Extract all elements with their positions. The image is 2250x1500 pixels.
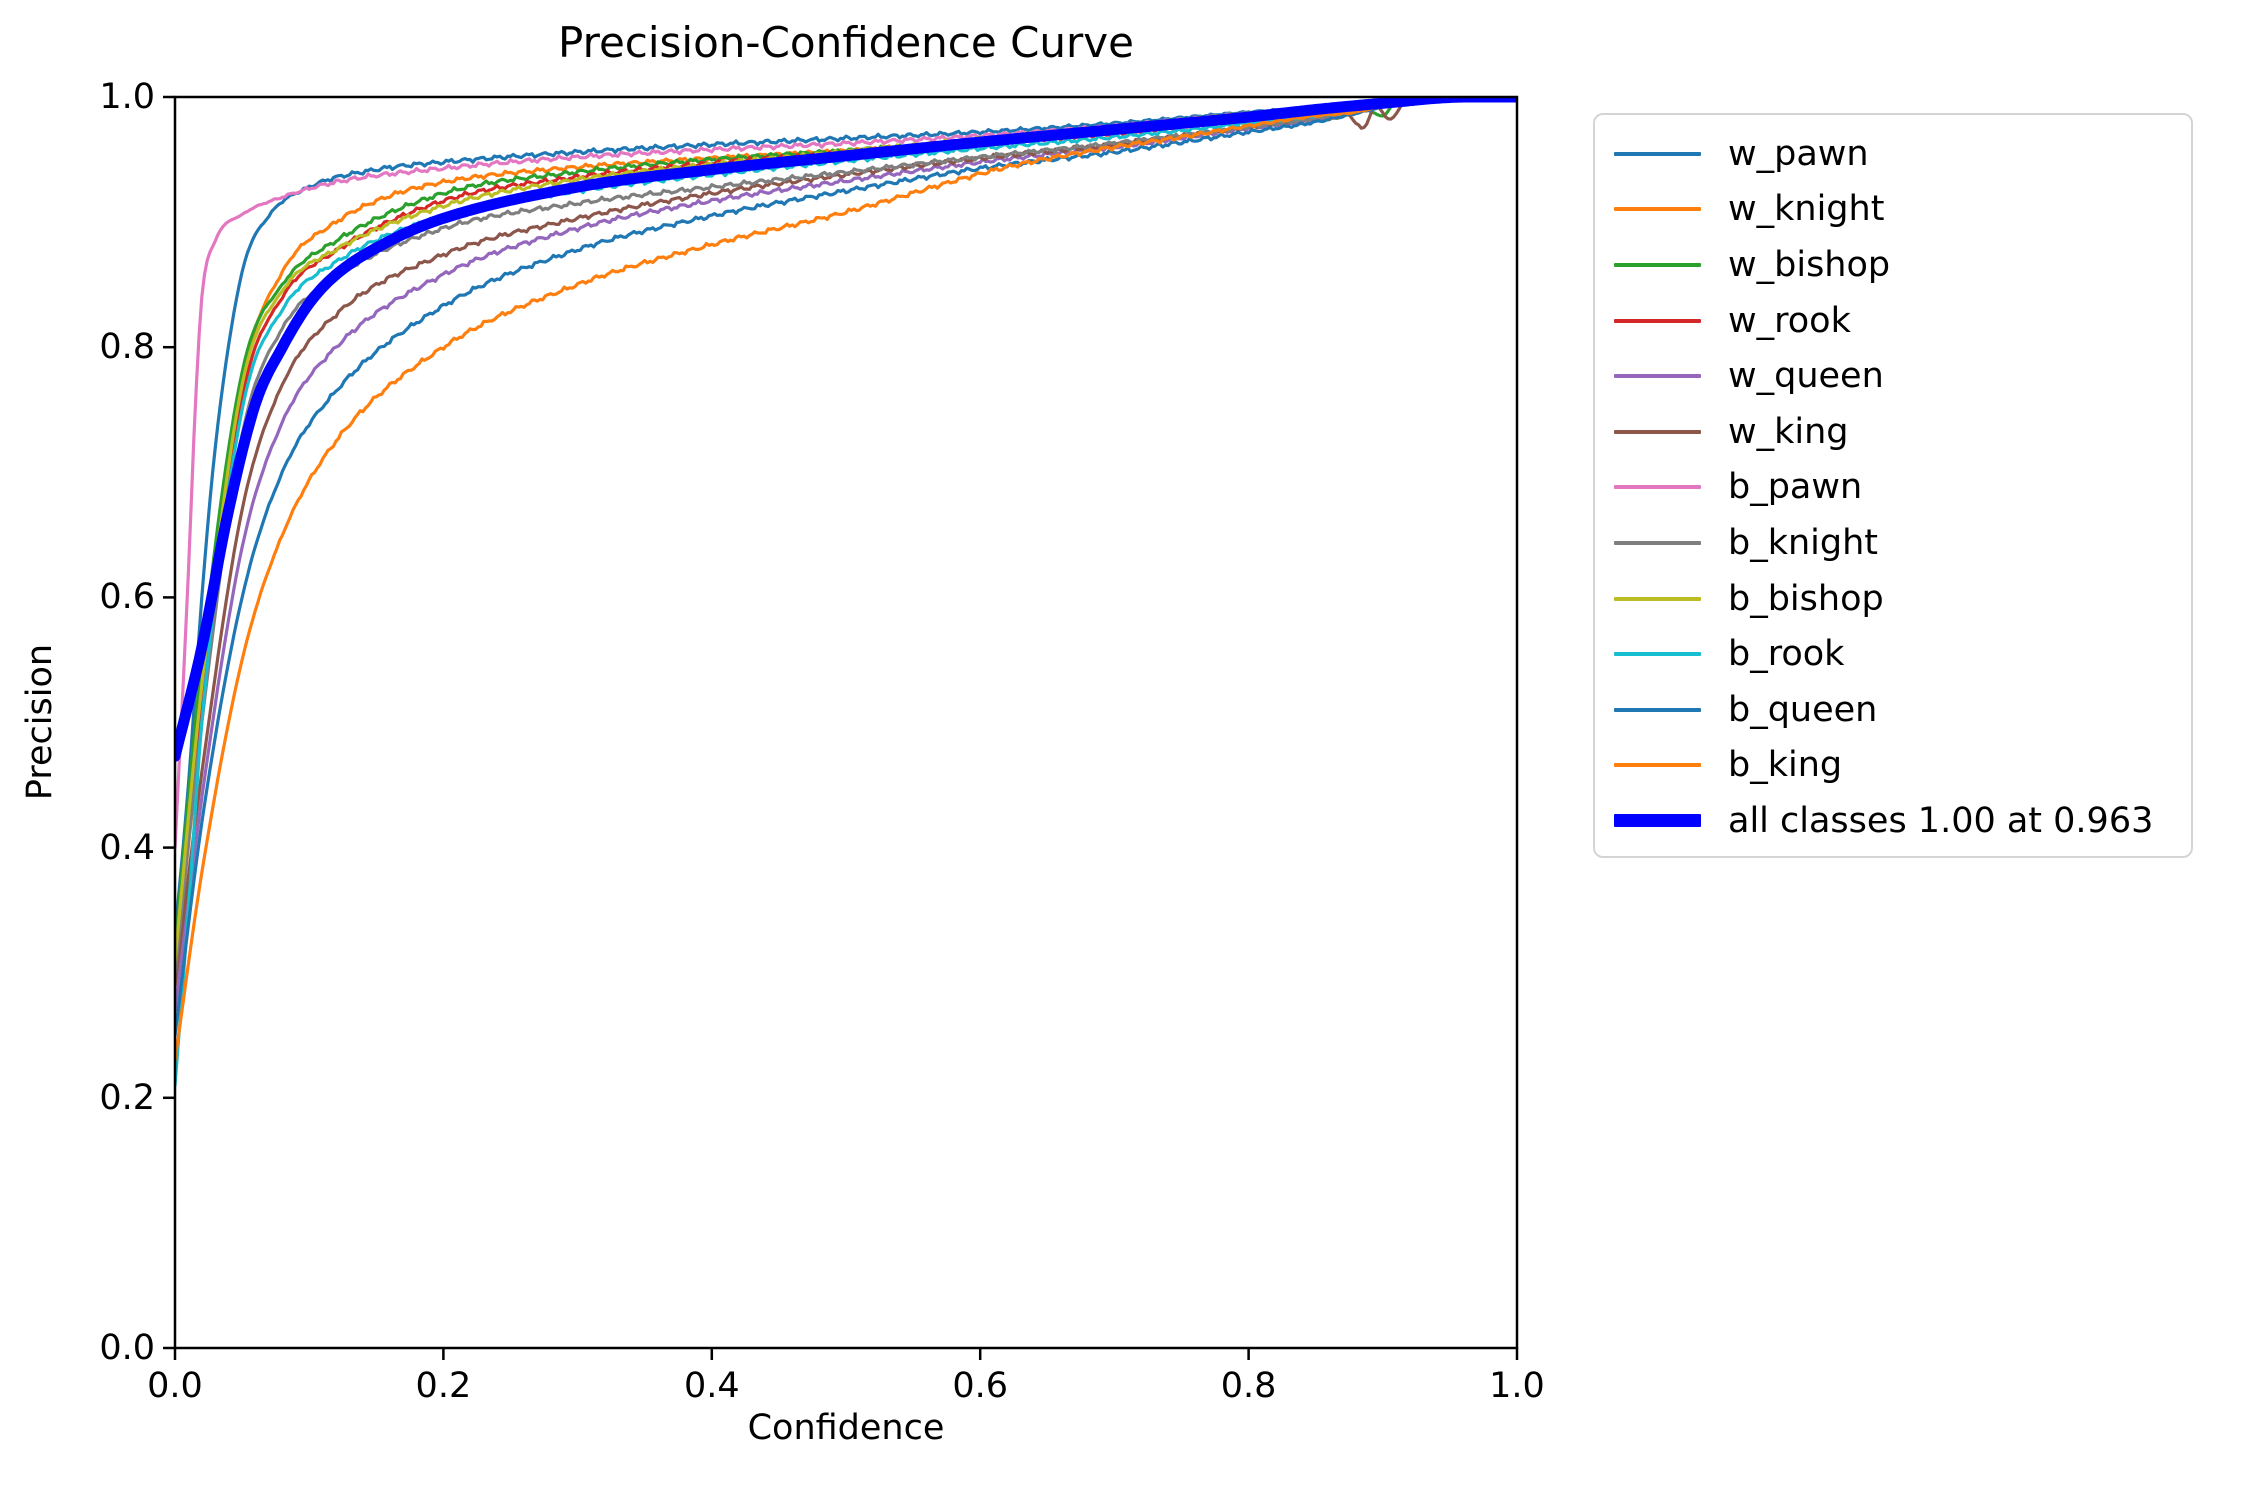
curve-b-pawn — [175, 97, 1517, 850]
legend-item-b-queen: b_queen — [1595, 682, 2191, 738]
axes-spines — [173, 95, 1519, 1350]
x-tick-label: 0.0 — [147, 1366, 203, 1406]
legend-label: w_pawn — [1728, 133, 1869, 174]
legend-label: w_king — [1728, 411, 1849, 452]
legend-line-swatch — [1614, 151, 1701, 156]
legend-item-w-pawn: w_pawn — [1595, 126, 2191, 182]
legend-item-b-knight: b_knight — [1595, 515, 2191, 571]
curve-b-queen — [175, 97, 1517, 1037]
legend-line-swatch — [1614, 596, 1701, 601]
curve-w-queen — [175, 97, 1517, 1012]
curve-all-classes-1-00-at-0-963 — [175, 97, 1517, 762]
curve-w-pawn — [175, 97, 1517, 937]
y-tick-label: 0.0 — [99, 1328, 155, 1368]
legend-label: w_bishop — [1728, 244, 1891, 285]
legend-item-all-classes-1-00-at-0-963: all classes 1.00 at 0.963 — [1595, 793, 2191, 849]
legend-label: b_pawn — [1728, 467, 1863, 508]
legend-item-b-rook: b_rook — [1595, 626, 2191, 682]
legend-line-swatch — [1614, 262, 1701, 267]
legend-line-swatch — [1614, 540, 1701, 545]
curve-b-knight — [175, 97, 1517, 975]
legend-item-w-rook: w_rook — [1595, 293, 2191, 349]
curve-b-bishop — [175, 97, 1517, 962]
x-tick-label: 0.6 — [952, 1366, 1009, 1406]
legend-item-w-king: w_king — [1595, 404, 2191, 460]
legend-line-swatch — [1614, 763, 1701, 768]
legend-line-swatch — [1614, 707, 1701, 712]
legend-item-w-queen: w_queen — [1595, 348, 2191, 404]
legend-label: all classes 1.00 at 0.963 — [1728, 800, 2154, 841]
legend-label: w_queen — [1728, 356, 1884, 397]
legend-item-w-bishop: w_bishop — [1595, 237, 2191, 293]
legend-label: b_rook — [1728, 634, 1845, 675]
curve-b-king — [175, 97, 1517, 1062]
y-tick-label: 0.4 — [99, 827, 155, 868]
y-tick-label: 0.8 — [99, 327, 155, 368]
x-axis-label: Confidence — [747, 1408, 945, 1448]
legend-line-swatch — [1614, 814, 1701, 828]
chart-title: Precision-Confidence Curve — [558, 18, 1134, 67]
curve-w-bishop — [175, 97, 1517, 950]
y-tick-label: 0.2 — [99, 1077, 155, 1118]
curves-group — [175, 97, 1517, 1087]
x-tick-label: 0.4 — [683, 1366, 740, 1406]
y-tick-label: 0.6 — [99, 577, 155, 618]
legend-item-w-knight: w_knight — [1595, 182, 2191, 238]
legend-item-b-pawn: b_pawn — [1595, 460, 2191, 516]
legend-line-swatch — [1614, 318, 1701, 323]
legend-line-swatch — [1614, 485, 1701, 490]
legend-item-b-king: b_king — [1595, 738, 2191, 794]
legend-line-swatch — [1614, 374, 1701, 379]
legend: w_pawn w_knight w_bishop w_rook w_queen w_kin… — [1593, 113, 2193, 858]
x-tick-label: 1.0 — [1489, 1366, 1545, 1406]
legend-label: b_king — [1728, 745, 1843, 786]
legend-item-b-bishop: b_bishop — [1595, 571, 2191, 627]
y-tick-label: 1.0 — [99, 77, 155, 117]
legend-line-swatch — [1614, 652, 1701, 657]
legend-line-swatch — [1614, 207, 1701, 212]
legend-line-swatch — [1614, 429, 1701, 434]
legend-label: b_queen — [1728, 689, 1878, 730]
legend-label: b_bishop — [1728, 578, 1884, 619]
x-tick-label: 0.2 — [415, 1366, 472, 1406]
legend-label: w_knight — [1728, 189, 1885, 230]
legend-label: b_knight — [1728, 522, 1879, 563]
legend-label: w_rook — [1728, 300, 1851, 341]
x-tick-label: 0.8 — [1220, 1366, 1277, 1406]
